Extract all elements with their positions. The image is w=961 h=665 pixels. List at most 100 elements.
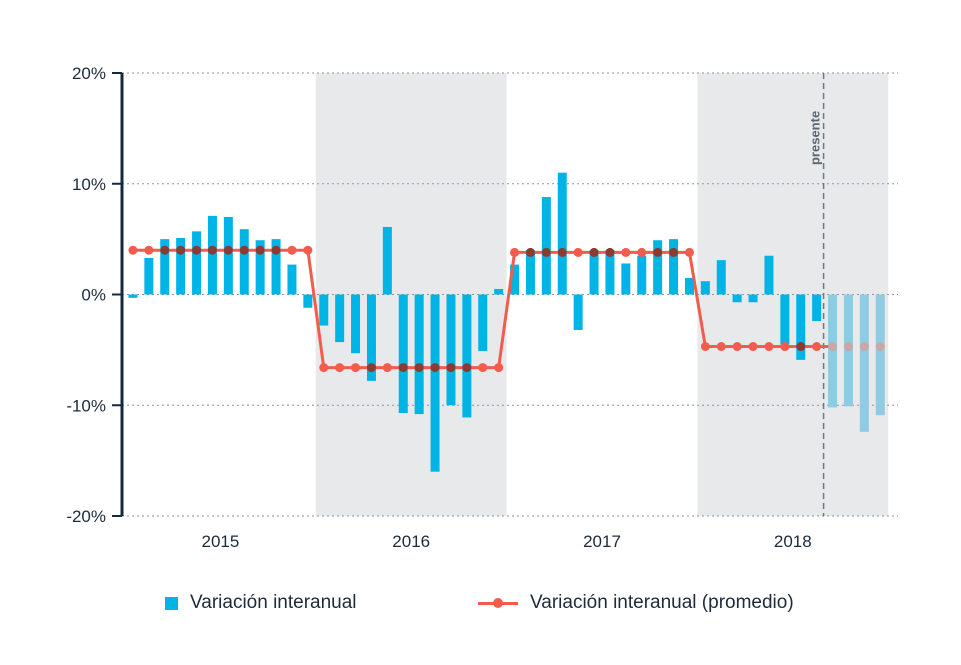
- y-tick-label: -10%: [66, 396, 106, 415]
- bar: [430, 294, 440, 472]
- average-point: [510, 247, 520, 257]
- bar: [319, 294, 329, 326]
- bar: [589, 250, 599, 295]
- bar: [398, 294, 408, 414]
- bar: [494, 288, 504, 295]
- bar: [223, 216, 233, 295]
- average-point: [716, 342, 726, 352]
- bar: [335, 294, 345, 343]
- bar: [621, 263, 631, 295]
- average-point: [287, 245, 297, 255]
- y-tick-label: -20%: [66, 507, 106, 526]
- year-label-2016: 2016: [392, 532, 430, 551]
- bar: [716, 260, 726, 295]
- average-point: [573, 247, 583, 257]
- average-point-projected: [859, 342, 869, 352]
- legend-item-bars: Variación interanual: [165, 592, 357, 614]
- average-point: [271, 245, 281, 255]
- average-point: [446, 363, 456, 373]
- bar: [462, 294, 472, 418]
- average-point: [255, 245, 265, 255]
- y-tick-label: 20%: [72, 64, 106, 83]
- average-point: [653, 247, 663, 257]
- bar: [382, 226, 392, 295]
- year-label-2015: 2015: [201, 532, 239, 551]
- bar: [255, 240, 265, 295]
- average-point: [366, 363, 376, 373]
- bar: [732, 294, 742, 303]
- average-point: [589, 247, 599, 257]
- legend: Variación interanual Variación interanua…: [0, 592, 961, 624]
- legend-line-label: Variación interanual (promedio): [530, 592, 794, 613]
- bar: [510, 264, 520, 295]
- bar: [796, 294, 806, 360]
- bar: [207, 215, 217, 295]
- bar: [239, 229, 249, 295]
- average-point: [207, 245, 217, 255]
- average-point: [382, 363, 392, 373]
- average-point: [335, 363, 345, 373]
- year-label-2018: 2018: [774, 532, 812, 551]
- average-point: [239, 245, 249, 255]
- average-point: [303, 245, 313, 255]
- bar: [414, 294, 424, 415]
- average-point: [494, 363, 504, 373]
- average-point: [144, 245, 154, 255]
- bar: [128, 294, 138, 298]
- average-point-projected: [828, 342, 838, 352]
- average-point: [319, 363, 329, 373]
- average-point: [192, 245, 202, 255]
- average-point: [176, 245, 186, 255]
- bar: [525, 250, 535, 295]
- bar: [541, 197, 551, 295]
- bar: [351, 294, 361, 354]
- average-point: [669, 247, 679, 257]
- legend-bar-swatch: [165, 596, 178, 610]
- average-point: [684, 247, 694, 257]
- bar: [653, 240, 663, 295]
- bar: [192, 231, 202, 295]
- legend-bar-label: Variación interanual: [190, 592, 357, 613]
- average-point: [430, 363, 440, 373]
- bar: [573, 294, 583, 330]
- presente-label: presente: [808, 111, 823, 165]
- average-point-projected: [843, 342, 853, 352]
- bar: [780, 294, 790, 345]
- bar: [557, 172, 567, 295]
- y-tick-label: 10%: [72, 175, 106, 194]
- average-point: [812, 342, 822, 352]
- average-point: [478, 363, 488, 373]
- bar: [764, 255, 774, 295]
- average-point: [462, 363, 472, 373]
- legend-line-swatch: [478, 596, 518, 610]
- bar: [144, 257, 154, 295]
- bar: [176, 238, 186, 295]
- average-point: [541, 247, 551, 257]
- y-tick-label: 0%: [81, 286, 106, 305]
- bar: [812, 294, 822, 322]
- year-label-2017: 2017: [583, 532, 621, 551]
- average-point: [637, 247, 647, 257]
- bar: [478, 294, 488, 351]
- average-point: [414, 363, 424, 373]
- bar: [605, 250, 615, 295]
- average-point: [160, 245, 170, 255]
- average-point: [128, 245, 138, 255]
- bar: [637, 255, 647, 295]
- average-point: [780, 342, 790, 352]
- average-point: [398, 363, 408, 373]
- average-point: [223, 245, 233, 255]
- average-point: [732, 342, 742, 352]
- average-point: [557, 247, 567, 257]
- average-point: [764, 342, 774, 352]
- average-point: [796, 342, 806, 352]
- bar: [748, 294, 758, 303]
- average-point: [525, 247, 535, 257]
- bar: [303, 294, 313, 308]
- bar: [446, 294, 456, 406]
- bar: [669, 239, 679, 295]
- average-point: [351, 363, 361, 373]
- bar: [287, 264, 297, 295]
- bar: [700, 281, 710, 295]
- average-point: [748, 342, 758, 352]
